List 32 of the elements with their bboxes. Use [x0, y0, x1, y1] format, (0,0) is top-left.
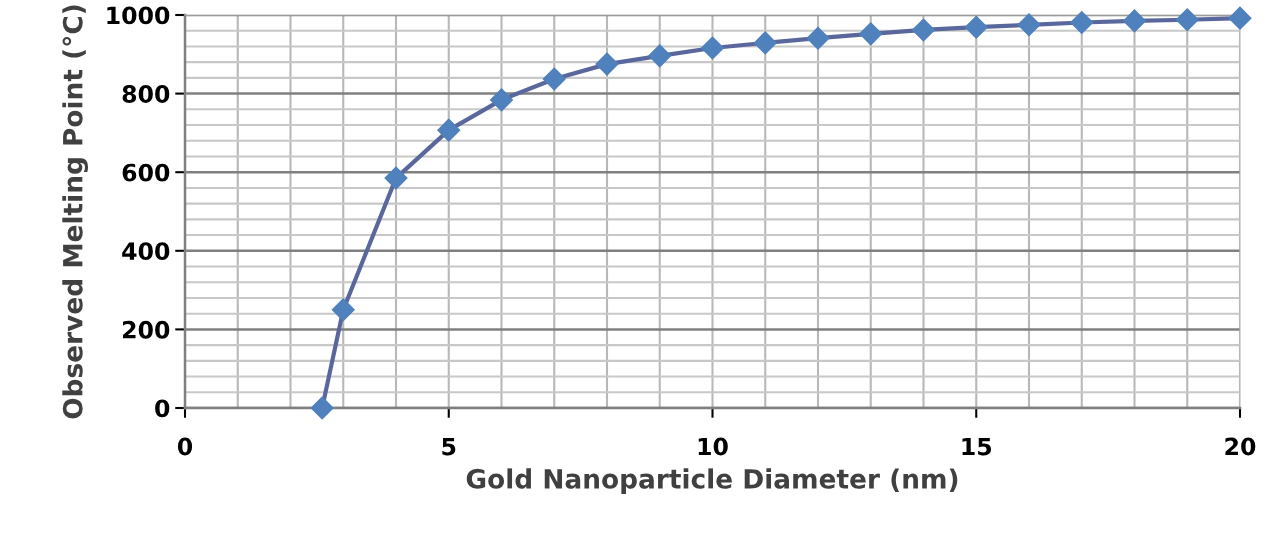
point	[1123, 9, 1146, 33]
y-tick-label: 0	[155, 399, 170, 418]
x-tick-label: 0	[177, 437, 193, 456]
point	[701, 36, 724, 60]
point	[542, 67, 566, 91]
point	[859, 22, 883, 46]
point	[595, 52, 619, 76]
point	[1228, 6, 1252, 30]
point	[310, 396, 334, 420]
point	[331, 298, 355, 322]
y-tick-label: 800	[122, 85, 170, 103]
x-tick-label: 20	[1225, 437, 1256, 456]
point	[648, 44, 672, 68]
y-tick-label: 600	[122, 163, 170, 182]
x-axis-title: Gold Nanoparticle Diameter (nm)	[466, 468, 958, 494]
y-tick-label: 400	[122, 242, 170, 261]
point	[753, 31, 777, 55]
x-tick-label: 15	[962, 437, 992, 456]
point	[806, 26, 830, 50]
x-tick-label: 10	[698, 437, 728, 456]
point	[437, 118, 461, 142]
point	[964, 15, 988, 39]
point	[490, 88, 513, 112]
point	[1070, 10, 1094, 34]
point	[1175, 8, 1199, 32]
y-axis-title: Observed Melting Point (°C)	[62, 5, 89, 419]
y-tick-label: 1000	[107, 6, 170, 25]
y-tick-label: 200	[123, 320, 170, 339]
point	[384, 166, 408, 190]
x-tick-label: 5	[442, 437, 456, 456]
point	[912, 18, 935, 42]
point	[1017, 13, 1041, 37]
